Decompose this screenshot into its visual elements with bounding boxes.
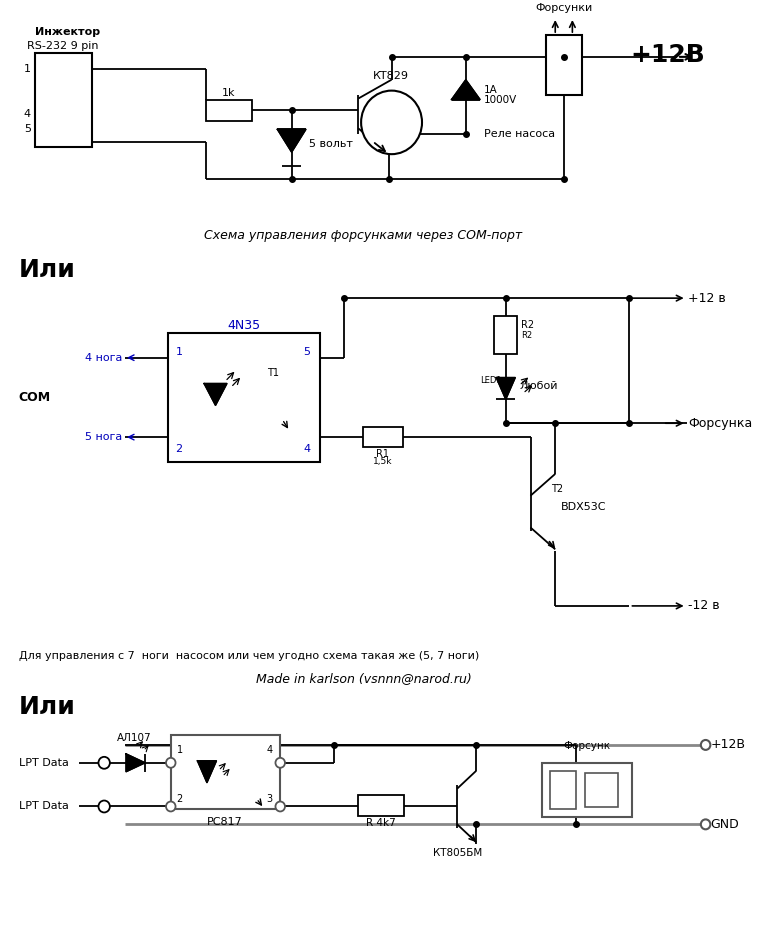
Text: 4: 4 — [266, 745, 272, 755]
Text: GND: GND — [710, 817, 739, 830]
Text: 5 нога: 5 нога — [85, 432, 123, 442]
Text: BDX53C: BDX53C — [561, 501, 607, 512]
Polygon shape — [277, 129, 306, 153]
Circle shape — [361, 90, 422, 154]
Text: LPT Data: LPT Data — [18, 758, 68, 768]
Text: LPT Data: LPT Data — [18, 802, 68, 812]
Text: Форсунк: Форсунк — [563, 741, 610, 751]
Text: КТ805БМ: КТ805БМ — [432, 848, 482, 858]
Text: 2: 2 — [177, 793, 183, 804]
Bar — [363, 427, 403, 447]
Circle shape — [166, 802, 176, 812]
Text: +12В: +12В — [630, 43, 705, 67]
Bar — [549, 771, 576, 809]
Circle shape — [701, 819, 710, 830]
Bar — [542, 763, 632, 817]
Text: 4: 4 — [304, 444, 310, 454]
Bar — [358, 794, 404, 817]
Bar — [168, 333, 320, 462]
Text: R2: R2 — [521, 331, 532, 339]
Bar — [206, 100, 252, 122]
Circle shape — [275, 758, 285, 768]
Text: LED1: LED1 — [480, 376, 502, 385]
Text: 1: 1 — [176, 347, 183, 357]
Text: 1k: 1k — [222, 87, 236, 98]
Text: PC817: PC817 — [207, 817, 243, 828]
Polygon shape — [204, 383, 227, 405]
Text: 1,5k: 1,5k — [373, 457, 393, 466]
Text: АЛ107: АЛ107 — [117, 733, 152, 743]
Text: 4 нога: 4 нога — [85, 352, 123, 363]
Text: Любой: Любой — [519, 380, 558, 391]
Text: СОМ: СОМ — [18, 391, 51, 404]
Text: Т1: Т1 — [266, 367, 279, 378]
Text: 1А: 1А — [484, 85, 498, 95]
Text: T2: T2 — [552, 484, 564, 494]
Text: Форсунка: Форсунка — [689, 417, 753, 430]
Circle shape — [98, 757, 110, 769]
Text: Made in karlson (vsnnn@narod.ru): Made in karlson (vsnnn@narod.ru) — [256, 672, 472, 685]
Circle shape — [275, 802, 285, 812]
Bar — [584, 773, 618, 807]
Text: 5: 5 — [24, 125, 31, 134]
Text: 1: 1 — [177, 745, 183, 755]
Polygon shape — [496, 378, 515, 399]
Text: -12 в: -12 в — [689, 600, 720, 613]
Text: +12В: +12В — [710, 738, 745, 751]
Bar — [170, 735, 280, 809]
Circle shape — [701, 740, 710, 750]
Text: Реле насоса: Реле насоса — [484, 129, 555, 140]
Circle shape — [166, 758, 176, 768]
Text: 4N35: 4N35 — [228, 319, 260, 332]
Text: Схема управления форсунками через СОМ-порт: Схема управления форсунками через СОМ-по… — [204, 229, 522, 242]
Text: +12 в: +12 в — [689, 292, 726, 305]
Text: 2: 2 — [176, 444, 183, 454]
Text: R1: R1 — [377, 449, 390, 459]
Text: Форсунки: Форсунки — [535, 3, 592, 13]
Text: R2: R2 — [521, 320, 534, 330]
Text: Для управления с 7  ноги  насосом или чем угодно схема такая же (5, 7 ноги): Для управления с 7 ноги насосом или чем … — [18, 651, 479, 660]
Text: 3: 3 — [266, 793, 272, 804]
Circle shape — [98, 801, 110, 813]
Polygon shape — [451, 80, 480, 100]
Text: 1000V: 1000V — [484, 95, 517, 104]
Text: R 4k7: R 4k7 — [366, 818, 396, 829]
Bar — [35, 53, 92, 147]
Bar — [546, 35, 582, 95]
Bar — [495, 316, 517, 353]
Polygon shape — [197, 761, 216, 783]
Text: Или: Или — [18, 696, 75, 719]
Text: 5: 5 — [304, 347, 310, 357]
Polygon shape — [126, 754, 145, 772]
Text: 5 вольт: 5 вольт — [309, 140, 352, 149]
Text: RS-232 9 pin: RS-232 9 pin — [27, 41, 99, 51]
Text: Инжектор: Инжектор — [35, 27, 100, 37]
Text: КТ829: КТ829 — [373, 71, 409, 81]
Text: Или: Или — [18, 259, 75, 283]
Text: 4: 4 — [24, 110, 31, 119]
Text: 1: 1 — [24, 64, 31, 73]
